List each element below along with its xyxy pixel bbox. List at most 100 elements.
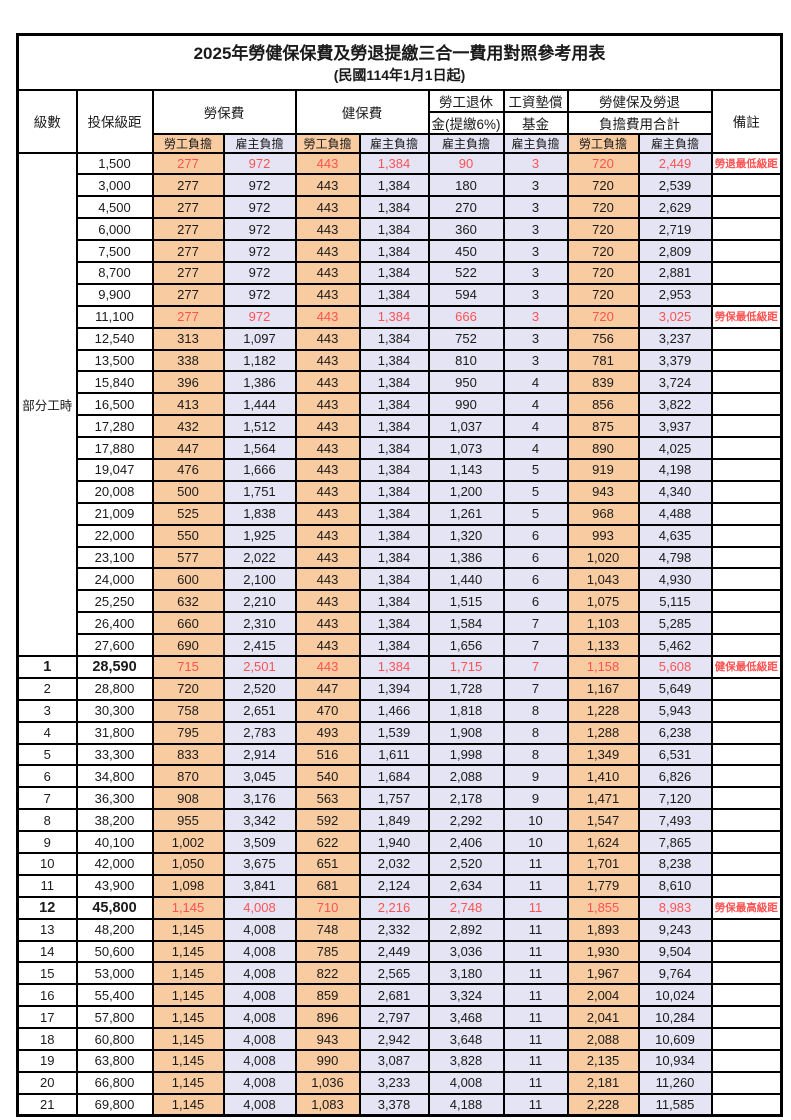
table-row: 20,008 500 1,751 443 1,384 1,200 5 943 4,340 [18, 479, 783, 504]
cell-bracket: 28,800 [75, 676, 154, 701]
cell-bracket: 27,600 [75, 633, 154, 657]
cell-pension-employer: 594 [427, 282, 505, 307]
cell-total-employer: 9,243 [637, 917, 713, 942]
cell-health-employer: 1,384 [358, 348, 430, 373]
cell-bracket: 33,300 [75, 742, 154, 767]
cell-note [710, 873, 783, 898]
cell-health-employee: 443 [294, 545, 361, 570]
cell-bracket: 25,250 [75, 589, 154, 614]
cell-pension-employer: 752 [427, 326, 505, 351]
cell-wage-fund-employer: 11 [502, 939, 569, 964]
cell-level: 12 [16, 895, 78, 920]
cell-pension-employer: 522 [427, 260, 505, 285]
cell-health-employer: 2,681 [358, 983, 430, 1008]
cell-health-employee: 859 [294, 983, 361, 1008]
cell-health-employer: 3,233 [358, 1070, 430, 1095]
cell-bracket: 53,000 [75, 961, 154, 986]
cell-level: 13 [16, 917, 78, 942]
cell-pension-employer: 2,292 [427, 808, 505, 833]
cell-total-employer: 4,198 [637, 457, 713, 482]
cell-health-employer: 1,384 [358, 217, 430, 242]
cell-total-employee: 919 [566, 457, 640, 482]
cell-labor-employee: 432 [151, 414, 225, 439]
header-pension-line2: 金(提繳6%) [427, 110, 505, 135]
cell-bracket: 24,000 [75, 567, 154, 592]
table-row: 13,500 338 1,182 443 1,384 810 3 781 3,379 [18, 348, 783, 373]
cell-health-employer: 2,124 [358, 873, 430, 898]
cell-health-employer: 1,384 [358, 523, 430, 548]
cell-wage-fund-employer: 11 [502, 852, 569, 876]
cell-total-employer: 2,539 [637, 173, 713, 198]
cell-note [710, 567, 783, 592]
cell-labor-employer: 972 [222, 195, 297, 220]
cell-labor-employee: 1,145 [151, 961, 225, 986]
cell-health-employer: 3,087 [358, 1049, 430, 1073]
cell-total-employee: 2,181 [566, 1070, 640, 1095]
table-row: 11 43,900 1,098 3,841 681 2,124 2,634 11 1,779 8,… [16, 873, 783, 898]
cell-labor-employee: 313 [151, 326, 225, 351]
table-row: 12,540 313 1,097 443 1,384 752 3 756 3,237 [18, 326, 783, 351]
cell-note [710, 961, 783, 986]
cell-total-employer: 7,120 [637, 786, 713, 811]
cell-total-employer: 3,379 [637, 348, 713, 373]
cell-note [710, 764, 783, 789]
cell-note [710, 852, 783, 876]
cell-total-employer: 10,284 [637, 1005, 713, 1030]
cell-health-employee: 443 [294, 239, 361, 263]
cell-labor-employee: 690 [151, 633, 225, 657]
cell-level: 1 [16, 654, 78, 679]
cell-total-employer: 2,881 [637, 260, 713, 285]
cell-bracket: 40,100 [75, 830, 154, 854]
cell-health-employee: 443 [294, 479, 361, 504]
cell-total-employer: 5,649 [637, 676, 713, 701]
cell-total-employee: 756 [566, 326, 640, 351]
cell-health-employer: 1,384 [358, 304, 430, 329]
cell-total-employee: 720 [566, 282, 640, 307]
cell-total-employee: 720 [566, 195, 640, 220]
cell-total-employer: 5,608 [637, 654, 713, 679]
cell-health-employee: 447 [294, 676, 361, 701]
cell-wage-fund-employer: 4 [502, 436, 569, 460]
cell-total-employer: 8,238 [637, 852, 713, 876]
subheader-labor-employee: 勞工負擔 [151, 132, 225, 154]
cell-health-employee: 443 [294, 195, 361, 220]
cell-health-employee: 443 [294, 282, 361, 307]
cell-pension-employer: 3,648 [427, 1027, 505, 1052]
cell-total-employee: 968 [566, 501, 640, 526]
table-row: 26,400 660 2,310 443 1,384 1,584 7 1,103 5,285 [18, 611, 783, 636]
cell-bracket: 16,500 [75, 392, 154, 417]
cell-total-employee: 1,624 [566, 830, 640, 854]
cell-total-employee: 993 [566, 523, 640, 548]
table-row: 25,250 632 2,210 443 1,384 1,515 6 1,075 5,115 [18, 589, 783, 614]
cell-total-employer: 8,983 [637, 895, 713, 920]
cell-note [710, 260, 783, 285]
cell-total-employer: 10,934 [637, 1049, 713, 1073]
cell-health-employer: 2,565 [358, 961, 430, 986]
cell-level: 16 [16, 983, 78, 1008]
cell-health-employer: 1,384 [358, 501, 430, 526]
cell-bracket: 42,000 [75, 852, 154, 876]
cell-level: 4 [16, 720, 78, 745]
cell-labor-employer: 2,783 [222, 720, 297, 745]
cell-total-employee: 720 [566, 239, 640, 263]
cell-labor-employer: 3,841 [222, 873, 297, 898]
cell-note [710, 523, 783, 548]
table-body: 部分工時 1,500 277 972 443 1,384 90 3 720 2,449 勞退最低級距… [16, 151, 783, 1117]
cell-level: 18 [16, 1027, 78, 1052]
cell-labor-employer: 4,008 [222, 917, 297, 942]
cell-labor-employee: 1,050 [151, 852, 225, 876]
table-row: 7 36,300 908 3,176 563 1,757 2,178 9 1,471 7,120 [16, 786, 783, 811]
table-row: 18 60,800 1,145 4,008 943 2,942 3,648 11 2,088 10… [16, 1027, 783, 1052]
header-health-insurance: 健保費 [294, 88, 430, 135]
cell-bracket: 69,800 [75, 1092, 154, 1117]
cell-total-employee: 1,410 [566, 764, 640, 789]
cell-health-employee: 822 [294, 961, 361, 986]
cell-total-employee: 720 [566, 151, 640, 176]
cell-labor-employee: 277 [151, 151, 225, 176]
cell-pension-employer: 2,748 [427, 895, 505, 920]
cell-bracket: 6,000 [75, 217, 154, 242]
cell-labor-employer: 972 [222, 173, 297, 198]
cell-labor-employer: 1,751 [222, 479, 297, 504]
cell-labor-employer: 972 [222, 151, 297, 176]
cell-note [710, 1092, 783, 1117]
